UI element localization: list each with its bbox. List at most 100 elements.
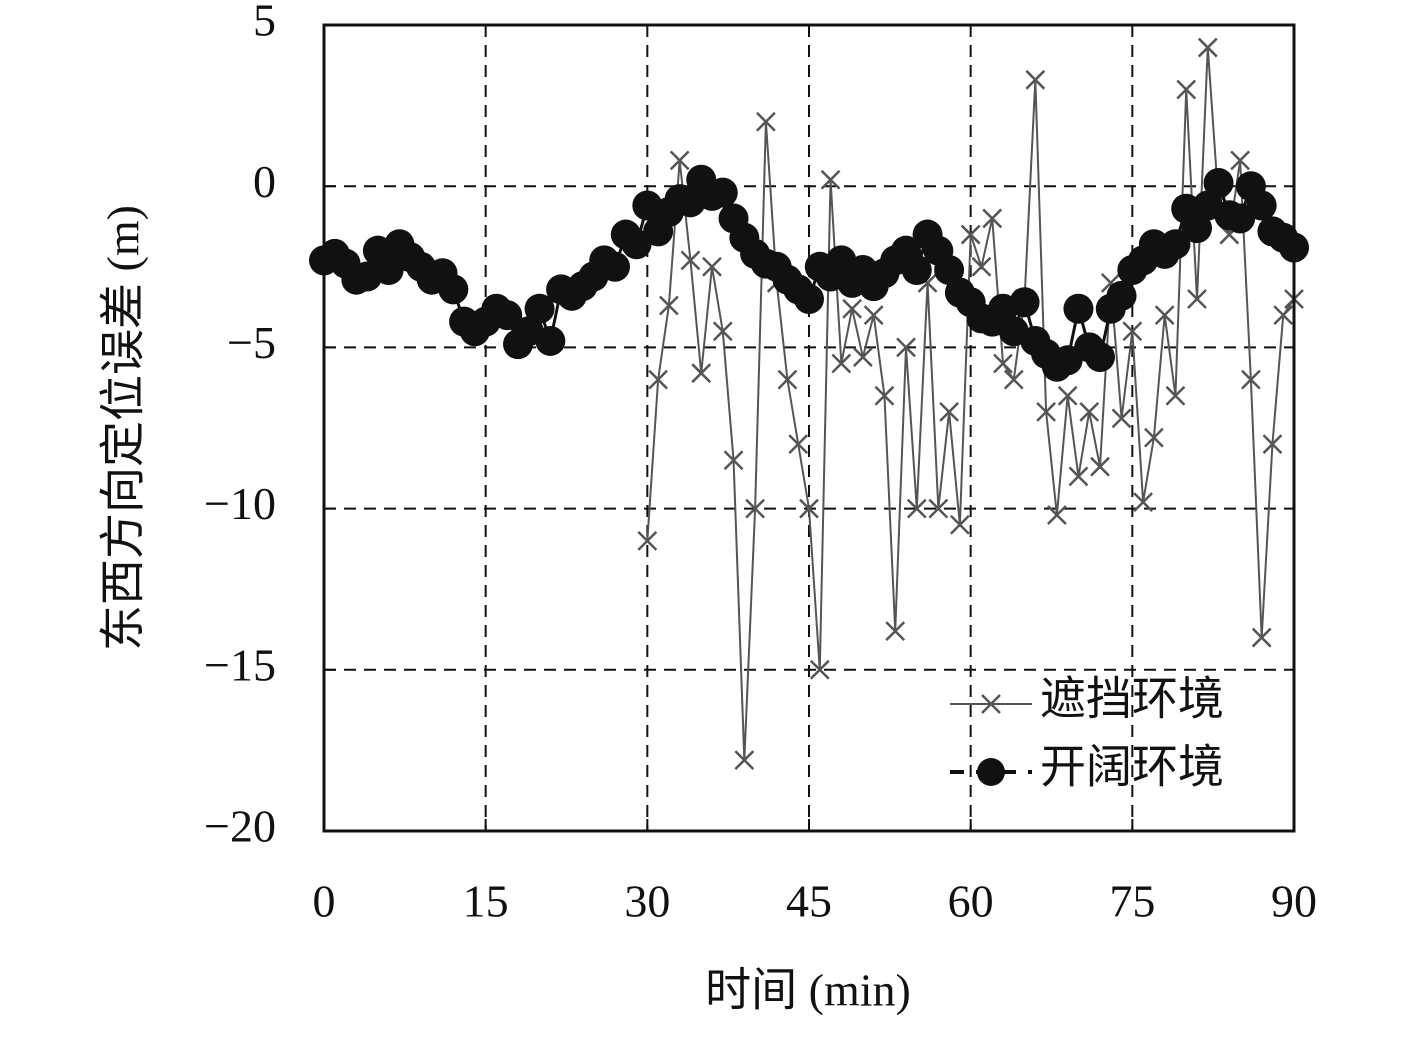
data-point xyxy=(745,498,765,519)
data-point xyxy=(901,255,932,286)
data-point xyxy=(906,498,927,519)
data-point xyxy=(702,256,722,277)
data-point xyxy=(939,401,959,422)
data-point xyxy=(1251,627,1272,648)
data-point xyxy=(1111,408,1132,429)
y-tick-label: −15 xyxy=(204,639,276,690)
data-point xyxy=(680,250,701,271)
data-point xyxy=(842,298,862,319)
plot-frame xyxy=(322,23,1296,833)
data-point xyxy=(1106,280,1137,311)
data-point xyxy=(960,224,981,245)
data-point xyxy=(934,255,965,286)
x-tick-label: 0 xyxy=(313,876,336,927)
data-point xyxy=(863,305,884,326)
data-point xyxy=(1063,293,1094,324)
data-point xyxy=(734,750,755,770)
data-point xyxy=(1133,492,1153,513)
data-point xyxy=(1176,79,1197,100)
data-point xyxy=(777,369,798,390)
data-point xyxy=(1090,456,1110,477)
data-point xyxy=(373,255,404,286)
data-point xyxy=(1079,401,1100,422)
y-axis-label: 东西方向定位误差 (m) xyxy=(98,205,149,651)
data-point xyxy=(885,621,906,641)
data-point xyxy=(928,498,949,519)
data-point xyxy=(1009,287,1040,318)
data-point xyxy=(1165,385,1186,406)
x-tick-label: 45 xyxy=(786,876,832,927)
data-point xyxy=(1225,203,1256,234)
data-point xyxy=(993,353,1013,374)
legend-marker xyxy=(977,758,1005,786)
data-point xyxy=(874,385,895,406)
y-tick-label: 0 xyxy=(253,156,276,207)
data-point xyxy=(723,450,744,471)
data-point xyxy=(1025,69,1046,90)
data-point xyxy=(1057,385,1078,406)
data-point xyxy=(1160,229,1191,260)
data-point xyxy=(1246,190,1277,221)
data-point xyxy=(756,111,776,132)
data-point xyxy=(648,369,668,390)
x-axis-label: 时间 (min) xyxy=(705,965,911,1016)
data-point xyxy=(896,337,916,358)
data-point xyxy=(1273,305,1294,326)
data-point xyxy=(820,169,841,190)
x-tick-label: 90 xyxy=(1271,876,1317,927)
legend-marker xyxy=(981,694,1001,714)
data-point xyxy=(492,300,523,331)
data-point xyxy=(1197,37,1218,58)
data-point xyxy=(799,498,819,519)
data-point xyxy=(707,177,738,208)
data-point xyxy=(853,347,873,367)
data-point xyxy=(669,150,690,171)
y-tick-label: −10 xyxy=(204,478,276,529)
data-point xyxy=(1262,434,1283,455)
data-point xyxy=(637,530,658,551)
x-tick-label: 60 xyxy=(948,876,994,927)
legend-label: 遮挡环境 xyxy=(1040,674,1224,725)
data-point xyxy=(1122,321,1143,342)
data-point xyxy=(1003,369,1024,390)
data-point xyxy=(809,659,830,680)
x-tick-label: 15 xyxy=(463,876,509,927)
series xyxy=(309,164,1309,382)
data-point xyxy=(621,229,652,260)
y-tick-label: 5 xyxy=(253,0,276,46)
series xyxy=(637,37,1304,770)
data-point xyxy=(524,293,555,324)
data-point xyxy=(794,284,824,315)
data-point xyxy=(1187,289,1207,309)
data-point xyxy=(1085,342,1115,373)
data-point xyxy=(788,434,809,455)
data-point xyxy=(438,274,469,305)
data-point xyxy=(1052,345,1083,376)
data-point xyxy=(971,256,992,277)
x-tick-label: 30 xyxy=(624,876,670,927)
x-tick-label: 75 xyxy=(1109,876,1155,927)
data-point xyxy=(1144,427,1164,448)
data-point xyxy=(982,208,1003,229)
data-point xyxy=(712,321,733,342)
y-tick-label: −20 xyxy=(204,801,276,852)
data-point xyxy=(831,353,852,374)
data-point xyxy=(950,514,970,535)
data-point xyxy=(1036,401,1056,422)
data-point xyxy=(1154,305,1175,326)
data-point xyxy=(535,325,566,356)
data-point xyxy=(691,363,712,384)
data-point xyxy=(600,251,630,282)
y-tick-label: −5 xyxy=(227,317,276,368)
legend-label: 开阔环境 xyxy=(1040,742,1224,793)
data-point xyxy=(1230,150,1250,171)
data-point xyxy=(1241,369,1261,390)
data-point xyxy=(1182,213,1212,244)
data-point xyxy=(1203,167,1234,198)
data-point xyxy=(1047,505,1067,525)
data-point xyxy=(659,295,679,316)
data-point xyxy=(1068,466,1089,487)
